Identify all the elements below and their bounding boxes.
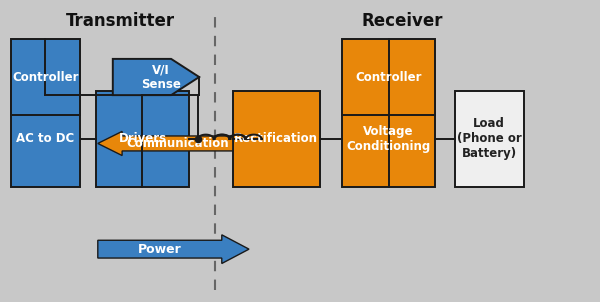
FancyArrow shape: [98, 131, 233, 156]
Text: Controller: Controller: [355, 70, 422, 84]
Text: AC to DC: AC to DC: [16, 132, 74, 146]
FancyBboxPatch shape: [11, 39, 80, 115]
Text: Receiver: Receiver: [361, 12, 443, 30]
FancyBboxPatch shape: [342, 39, 435, 115]
Text: Power: Power: [138, 243, 182, 256]
Text: Communication: Communication: [126, 137, 229, 150]
FancyBboxPatch shape: [233, 91, 320, 187]
Text: Voltage
Conditioning: Voltage Conditioning: [346, 125, 431, 153]
Text: Rectification: Rectification: [235, 132, 319, 146]
Text: Load
(Phone or
Battery): Load (Phone or Battery): [457, 117, 521, 160]
FancyBboxPatch shape: [96, 91, 189, 187]
Polygon shape: [113, 59, 199, 95]
FancyBboxPatch shape: [11, 91, 80, 187]
Text: Drivers: Drivers: [118, 132, 167, 146]
FancyArrow shape: [98, 235, 249, 263]
Text: Controller: Controller: [12, 70, 79, 84]
FancyBboxPatch shape: [342, 91, 435, 187]
Text: Transmitter: Transmitter: [65, 12, 175, 30]
FancyBboxPatch shape: [455, 91, 524, 187]
Text: V/I
Sense: V/I Sense: [141, 63, 181, 91]
